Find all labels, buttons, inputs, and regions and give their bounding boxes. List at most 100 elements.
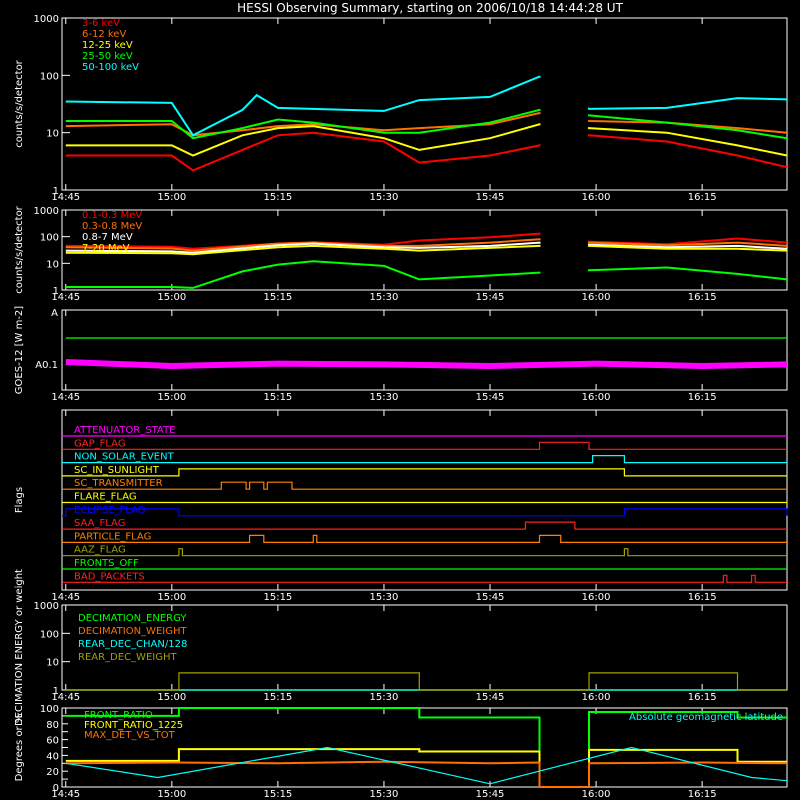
legend-entry: DECIMATION_WEIGHT	[78, 626, 187, 637]
flag-line-aaz-flag	[62, 548, 787, 557]
x-tick-label: 14:45	[51, 789, 80, 800]
legend-entry: DECIMATION_ENERGY	[78, 613, 187, 624]
y-tick-label: 100	[40, 629, 59, 640]
flag-line-gap-flag	[62, 441, 787, 450]
x-tick-label: 15:30	[370, 192, 399, 203]
x-tick-label: 16:15	[688, 392, 717, 403]
panel-3-ylabel: GOES-12 [W m-2]	[14, 306, 25, 394]
panel-2-series-0-3-0-8-mev	[65, 238, 788, 252]
panel-5-ylabel: DECIMATION ENERGY or weight	[14, 569, 25, 726]
x-tick-label: 16:15	[688, 192, 717, 203]
legend-entry: MAX_DET_VS_TOT	[84, 730, 176, 741]
panel-3-series-goes-short	[65, 359, 788, 370]
legend-entry: REAR_DEC_WEIGHT	[78, 652, 177, 663]
x-tick-label: 16:00	[582, 292, 611, 303]
x-tick-label: 14:45	[51, 392, 80, 403]
chart-title: HESSI Observing Summary, starting on 200…	[237, 1, 623, 15]
panel-2-ylabel: counts/s/detector	[14, 205, 25, 293]
x-tick-label: 16:00	[582, 592, 611, 603]
x-tick-label: 16:00	[582, 392, 611, 403]
x-tick-label: 15:45	[476, 789, 505, 800]
x-tick-label: 15:30	[370, 592, 399, 603]
flag-label-sc-transmitter: SC_TRANSMITTER	[74, 478, 163, 489]
legend-entry: Absolute geomagnetic latitude	[629, 712, 783, 723]
x-tick-label: 16:15	[688, 692, 717, 703]
legend-entry: 6-12 keV	[82, 29, 126, 40]
x-tick-label: 15:15	[263, 292, 292, 303]
flag-label-attenuator-state: ATTENUATOR_STATE	[74, 425, 175, 436]
panel-1-series-25-50-kev	[65, 108, 788, 140]
flag-label-non-solar-event: NON_SOLAR_EVENT	[74, 452, 175, 463]
panel-6-ylabel: Degrees or %	[14, 714, 25, 782]
flag-label-particle-flag: PARTICLE_FLAG	[74, 531, 151, 542]
legend-entry: FRONT_RATIO	[84, 710, 153, 721]
panels: 14:45 15:00 15:15 15:30 15:45 16:00 16:15 count…	[14, 14, 788, 800]
panel-5-series-rear-dec-weight	[65, 672, 787, 691]
y-tick-label: 1000	[34, 206, 59, 217]
panel-3-frame	[61, 309, 788, 391]
panel-2-series-0-8-7-mev	[65, 241, 788, 254]
legend-entry: 50-100 keV	[82, 62, 139, 73]
panel-1-frame	[61, 17, 788, 191]
flag-label-aaz-flag: AAZ_FLAG	[74, 545, 126, 556]
legend-entry: FRONT_RATIO_1225	[84, 720, 183, 731]
panel-1-ylabel: counts/s/detector	[14, 59, 25, 147]
flag-label-fronts-off: FRONTS_OFF	[74, 558, 139, 569]
flag-line-sc-transmitter	[62, 481, 787, 490]
flag-line-particle-flag	[62, 534, 787, 543]
panel-2-series-green	[65, 260, 788, 289]
flag-line-non-solar-event	[62, 455, 787, 464]
legend-entry: REAR_DEC_CHAN/128	[78, 639, 187, 650]
data-gap	[540, 19, 589, 189]
x-tick-label: 15:15	[263, 592, 292, 603]
y-tick-label: 1	[53, 686, 59, 697]
x-tick-label: 15:00	[157, 392, 186, 403]
x-tick-label: 16:15	[688, 592, 717, 603]
x-tick-label: 15:15	[263, 789, 292, 800]
y-tick-label: 80	[46, 720, 59, 731]
panel-2-series-7-20-mev	[65, 244, 788, 256]
y-tick-label: 60	[46, 736, 59, 747]
panel-1-series-3-6-kev	[65, 131, 788, 172]
legend-entry: 25-50 keV	[82, 51, 133, 62]
panel-4-ylabel: Flags	[14, 487, 25, 513]
panel-6-series-absolute-geomagnetic-latitude	[65, 746, 788, 785]
flag-label-flare-flag: FLARE_FLAG	[74, 492, 137, 503]
legend-entry: 0.1-0.3 MeV	[82, 210, 142, 221]
y-tick-label: 1	[53, 186, 59, 197]
flag-line-saa-flag	[62, 521, 787, 530]
x-tick-label: 15:00	[157, 192, 186, 203]
panel-6-series-front-ratio-1225	[65, 748, 787, 788]
x-tick-label: 15:00	[157, 789, 186, 800]
y-tick-label: 1000	[34, 601, 59, 612]
x-tick-label: 15:30	[370, 692, 399, 703]
x-tick-label: 15:15	[263, 392, 292, 403]
data-gap	[540, 211, 589, 289]
y-tick-label: 1000	[34, 14, 59, 25]
y-tick-label: 20	[46, 767, 59, 778]
flag-label-sc-in-sunlight: SC_IN_SUNLIGHT	[74, 465, 160, 476]
x-tick-label: 15:00	[157, 592, 186, 603]
flag-label-saa-flag: SAA_FLAG	[74, 518, 125, 529]
x-tick-label: 15:45	[476, 692, 505, 703]
x-tick-label: 14:45	[51, 292, 80, 303]
x-tick-label: 15:30	[370, 292, 399, 303]
x-tick-label: 15:15	[263, 192, 292, 203]
y-tick-label: 40	[46, 751, 59, 762]
x-tick-label: 14:45	[51, 692, 80, 703]
x-tick-label: 16:15	[688, 292, 717, 303]
x-tick-label: 16:00	[582, 192, 611, 203]
y-tick-label: 100	[40, 233, 59, 244]
flag-line-eclipse-flag	[62, 508, 788, 517]
x-tick-label: 15:45	[476, 592, 505, 603]
flag-label-gap-flag: GAP_FLAG	[74, 438, 126, 449]
flag-label-eclipse-flag: ECLIPSE_FLAG	[74, 505, 145, 516]
x-tick-label: 16:15	[688, 789, 717, 800]
legend-entry: 0.8-7 MeV	[82, 232, 133, 243]
legend-entry: 0.3-0.8 MeV	[82, 221, 142, 232]
panel-4-frame	[61, 409, 788, 591]
x-tick-label: 15:45	[476, 392, 505, 403]
x-tick-label: 15:45	[476, 292, 505, 303]
y-tick-label-bottom: A0.1	[35, 360, 58, 371]
